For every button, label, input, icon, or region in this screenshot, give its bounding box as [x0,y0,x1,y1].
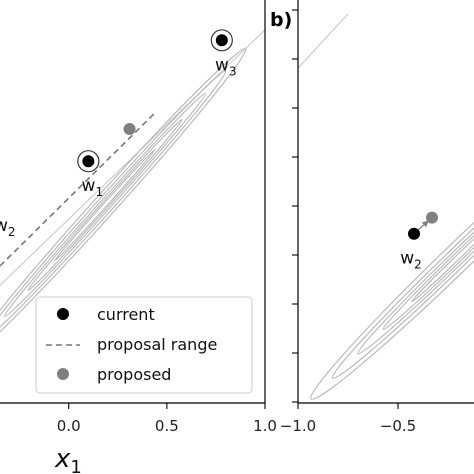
panel-a-point-label: w3 [215,55,237,78]
panel-a-x-tick-label: 0.0 [57,417,81,435]
contour-ring [54,148,156,262]
panel-a: 0.0 0.5 1.0 w1 w3 w2 x1 current proposal ra… [0,0,277,474]
panel-b-current-point [408,227,420,240]
panel-a-proposed-point [123,122,136,135]
panel-b-point-label: w2 [400,249,422,272]
panel-b-diagonal-line [298,13,349,69]
panel-b-y-ticks [292,9,298,403]
legend-current-marker [57,308,69,320]
legend: current proposal range proposed [35,296,253,394]
contour-ring [0,70,227,340]
panel-a-contours [0,48,247,362]
contour-ring [411,217,474,303]
panel-b-contours [310,120,474,400]
contour-ring [357,165,474,355]
contour-ring [382,189,474,331]
panel-a-x-tick-label: 1.0 [253,417,277,435]
proposal-arrow [417,220,429,231]
panel-a-diagonal-line [0,29,265,287]
legend-box [35,296,253,394]
panel-a-x-tick-label: 0.5 [155,417,179,435]
proposal-range-line [0,112,156,267]
legend-current-label: current [97,305,155,324]
panel-a-current-point [82,155,95,168]
contour-ring [27,118,183,292]
panel-b-proposed-point [426,211,438,224]
panel-b-tag: b) [270,9,292,31]
contour-ring [331,141,474,379]
panel-a-current-point [215,34,228,47]
contour-ring [0,48,247,362]
panel-a-point-ring [77,150,100,173]
panel-a-x-axis-title: x1 [54,444,82,474]
panel-b-x-ticks: −1.0 −0.5 [280,403,416,435]
panel-a-point-ring [210,29,233,52]
legend-proposal-range-label: proposal range [97,335,217,354]
panel-b-plot-area [298,13,474,400]
panel-b: b) −1.0 −0.5 [270,0,474,435]
panel-b-x-tick-label: −0.5 [380,417,416,435]
panel-a-point-label: w1 [82,176,104,199]
panel-a-x-ticks: 0.0 0.5 1.0 [57,403,277,435]
panel-a-points: w1 w3 [77,29,237,199]
panel-a-plot-area [0,29,265,362]
legend-proposed-label: proposed [97,365,171,384]
contour-ring [3,92,207,318]
panel-a-partial-w-label: w2 [0,216,16,239]
panel-b-x-tick-label: −1.0 [280,417,316,435]
panel-b-points: w2 [400,211,438,272]
contour-ring [310,120,474,400]
legend-proposed-marker [57,368,69,380]
